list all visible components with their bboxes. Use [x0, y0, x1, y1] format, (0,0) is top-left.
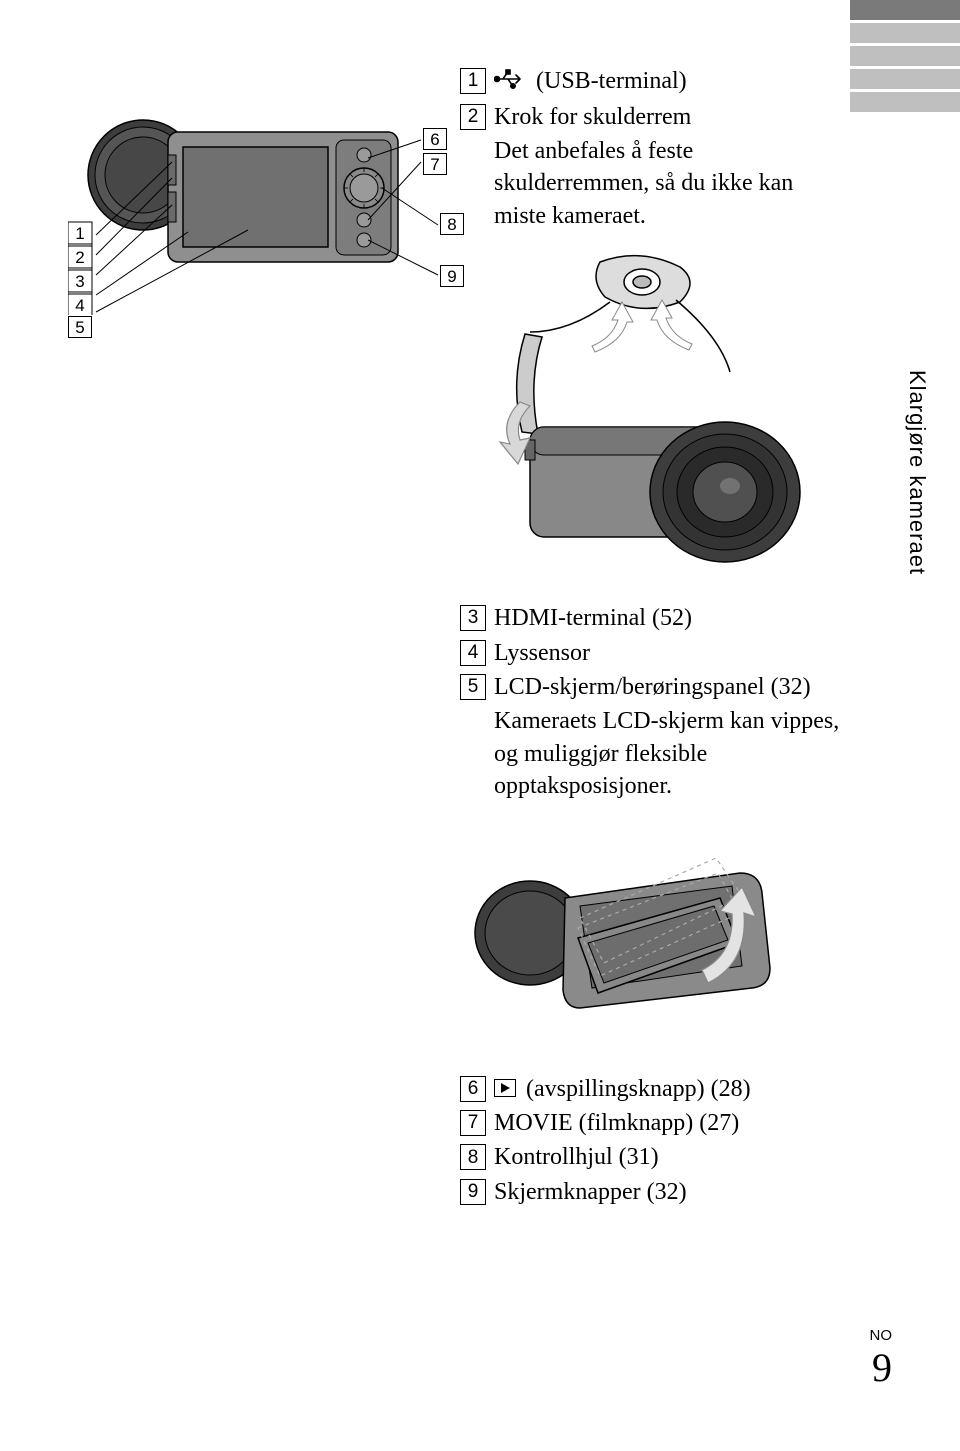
callout-label: LCD-skjerm/berøringspanel (32)	[494, 671, 845, 703]
diagram-label-7: 7	[423, 153, 447, 175]
callout-6: 6 (avspillingsknapp) (28)	[460, 1073, 845, 1105]
callout-label: (avspillingsknapp) (28)	[526, 1076, 751, 1102]
left-column: 1 2 3 4 1 2	[68, 80, 473, 315]
callout-description: Det anbefales å feste skulderremmen, så …	[494, 135, 845, 232]
usb-icon	[494, 66, 524, 98]
callout-number: 3	[460, 605, 486, 631]
section-tab	[850, 23, 960, 43]
callout-number: 6	[460, 1076, 486, 1102]
callout-number: 7	[460, 1110, 486, 1136]
footer-language: NO	[870, 1327, 893, 1344]
diagram-label-6: 6	[423, 128, 447, 150]
svg-text:4: 4	[75, 296, 84, 315]
svg-text:1: 1	[75, 224, 84, 243]
section-tab	[850, 92, 960, 112]
callout-number: 5	[460, 674, 486, 700]
callout-number: 8	[460, 1144, 486, 1170]
page-footer: NO 9	[870, 1327, 893, 1391]
camera-tilt-diagram	[470, 818, 810, 1048]
callout-5: 5 LCD-skjerm/berøringspanel (32)	[460, 671, 845, 703]
callout-7: 7 MOVIE (filmknapp) (27)	[460, 1107, 845, 1139]
svg-text:3: 3	[75, 272, 84, 291]
manual-page: Klargjøre kameraet	[0, 0, 960, 1451]
callout-number: 2	[460, 104, 486, 130]
callout-list-bottom: 6 (avspillingsknapp) (28) 7 MOVIE (filmk…	[460, 1073, 845, 1209]
callout-number: 1	[460, 68, 486, 94]
section-tab-active	[850, 0, 960, 20]
callout-text: (avspillingsknapp) (28)	[494, 1073, 845, 1105]
camera-strap-diagram	[470, 242, 820, 582]
callout-number: 4	[460, 640, 486, 666]
section-vertical-label: Klargjøre kameraet	[904, 370, 930, 575]
footer-page-number: 9	[870, 1344, 893, 1391]
callout-2: 2 Krok for skulderrem	[460, 101, 845, 133]
svg-text:2: 2	[75, 248, 84, 267]
play-icon	[494, 1079, 516, 1097]
section-tab	[850, 69, 960, 89]
callout-number: 9	[460, 1179, 486, 1205]
callout-9: 9 Skjermknapper (32)	[460, 1176, 845, 1208]
callout-text: (USB-terminal)	[494, 65, 845, 99]
callout-label: Krok for skulderrem	[494, 101, 845, 133]
section-tab	[850, 46, 960, 66]
callout-1: 1 (USB-terminal)	[460, 65, 845, 99]
callout-4: 4 Lyssensor	[460, 637, 845, 669]
callout-label: HDMI-terminal (52)	[494, 602, 845, 634]
callout-list-top: 1 (USB-terminal) 2 Krok for skulderrem	[460, 65, 845, 133]
callout-label: Lyssensor	[494, 637, 845, 669]
camera-rear-diagram: 1 2 3 4 1 2	[68, 80, 473, 315]
callout-3: 3 HDMI-terminal (52)	[460, 602, 845, 634]
callout-label: (USB-terminal)	[536, 68, 687, 94]
section-tabs	[850, 0, 960, 115]
callout-label: Kontrollhjul (31)	[494, 1141, 845, 1173]
callout-label: MOVIE (filmknapp) (27)	[494, 1107, 845, 1139]
right-column: 1 (USB-terminal) 2 Krok for skulderrem D…	[460, 65, 845, 1210]
diagram-label-5: 5	[68, 316, 92, 338]
callout-label: Skjermknapper (32)	[494, 1176, 845, 1208]
callout-8: 8 Kontrollhjul (31)	[460, 1141, 845, 1173]
callout-list-mid: 3 HDMI-terminal (52) 4 Lyssensor 5 LCD-s…	[460, 602, 845, 703]
callout-description: Kameraets LCD-skjerm kan vippes, og muli…	[494, 705, 845, 802]
